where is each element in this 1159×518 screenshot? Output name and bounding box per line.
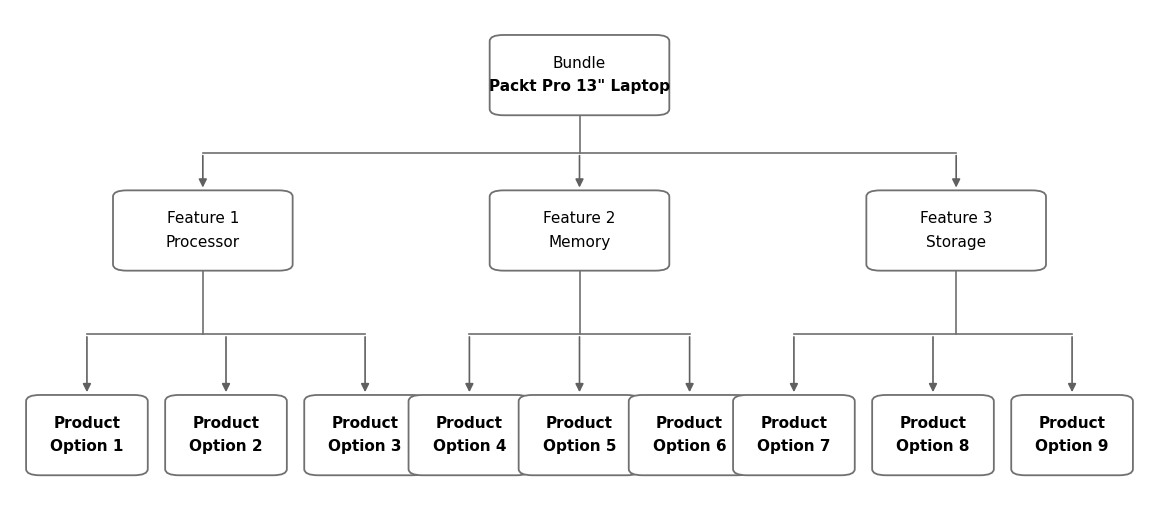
Text: Option 5: Option 5	[542, 439, 617, 454]
Text: Option 3: Option 3	[328, 439, 402, 454]
FancyBboxPatch shape	[490, 35, 670, 115]
Text: Product: Product	[53, 416, 121, 431]
FancyBboxPatch shape	[490, 190, 670, 270]
FancyBboxPatch shape	[519, 395, 640, 476]
FancyBboxPatch shape	[1011, 395, 1134, 476]
Text: Option 4: Option 4	[432, 439, 506, 454]
Text: Product: Product	[546, 416, 613, 431]
FancyBboxPatch shape	[867, 190, 1045, 270]
Text: Option 1: Option 1	[50, 439, 124, 454]
Text: Product: Product	[899, 416, 967, 431]
Text: Storage: Storage	[926, 235, 986, 250]
Text: Product: Product	[436, 416, 503, 431]
FancyBboxPatch shape	[628, 395, 751, 476]
Text: Product: Product	[192, 416, 260, 431]
Text: Product: Product	[760, 416, 828, 431]
FancyBboxPatch shape	[304, 395, 427, 476]
Text: Packt Pro 13" Laptop: Packt Pro 13" Laptop	[489, 79, 670, 94]
Text: Feature 3: Feature 3	[920, 211, 992, 226]
Text: Feature 1: Feature 1	[167, 211, 239, 226]
Text: Option 9: Option 9	[1035, 439, 1109, 454]
Text: Option 8: Option 8	[896, 439, 970, 454]
Text: Feature 2: Feature 2	[544, 211, 615, 226]
FancyBboxPatch shape	[873, 395, 994, 476]
FancyBboxPatch shape	[27, 395, 148, 476]
Text: Product: Product	[656, 416, 723, 431]
FancyBboxPatch shape	[409, 395, 531, 476]
Text: Processor: Processor	[166, 235, 240, 250]
Text: Option 6: Option 6	[653, 439, 727, 454]
Text: Memory: Memory	[548, 235, 611, 250]
Text: Bundle: Bundle	[553, 56, 606, 71]
Text: Option 2: Option 2	[189, 439, 263, 454]
FancyBboxPatch shape	[112, 190, 292, 270]
FancyBboxPatch shape	[734, 395, 855, 476]
FancyBboxPatch shape	[166, 395, 287, 476]
Text: Product: Product	[331, 416, 399, 431]
Text: Option 7: Option 7	[757, 439, 831, 454]
Text: Product: Product	[1038, 416, 1106, 431]
